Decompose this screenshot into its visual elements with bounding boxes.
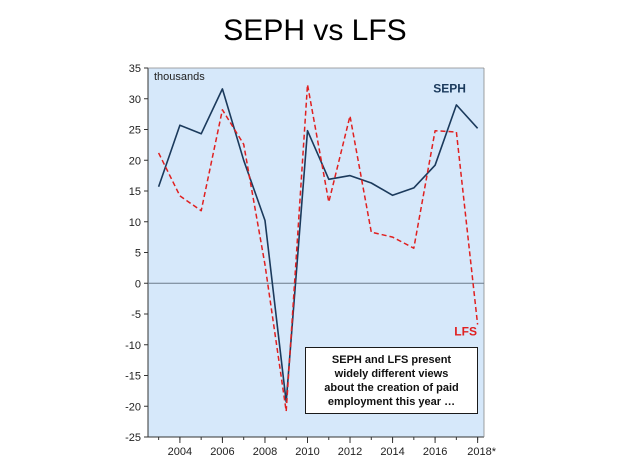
axes: -25 -20 -15 -10 -5 0 5 10 15 20 25 30 35 2004 2006 2008… — [125, 63, 497, 458]
y-tick-label: -25 — [125, 432, 141, 444]
x-tick-label: 2012 — [338, 446, 362, 458]
annotation-box: SEPH and LFS present widely different vi… — [305, 347, 478, 414]
x-tick-label: 2016 — [423, 446, 447, 458]
annotation-line: SEPH and LFS present — [331, 353, 452, 366]
annotation-line: employment this year … — [327, 395, 456, 408]
x-tick-label: 2008 — [253, 446, 277, 458]
y-tick-label: -20 — [125, 401, 141, 413]
y-tick-label: 20 — [129, 155, 141, 167]
x-tick-label: 2010 — [295, 446, 319, 458]
x-tick-label: 2006 — [210, 446, 234, 458]
y-tick-label: -15 — [125, 371, 141, 383]
y-tick-label: -5 — [131, 309, 141, 321]
slide-title: SEPH vs LFS — [223, 14, 407, 47]
x-tick-label: 2004 — [168, 446, 192, 458]
series-line-seph — [157, 88, 479, 403]
x-tick-label: 2014 — [380, 446, 404, 458]
y-unit-label: thousands — [154, 71, 205, 83]
y-tick-label: 25 — [129, 125, 141, 137]
y-tick-label: 5 — [135, 248, 141, 260]
y-tick-label: 35 — [129, 63, 141, 75]
annotation-line: widely different views — [334, 367, 449, 380]
labels-group: thousands SEPH LFS — [154, 71, 477, 339]
series-label-lfs: LFS — [454, 325, 477, 339]
y-tick-label: 0 — [135, 278, 141, 290]
y-tick-label: 10 — [129, 217, 141, 229]
y-tick-label: 15 — [129, 186, 141, 198]
series-line-lfs — [157, 83, 479, 412]
series-group — [157, 83, 479, 412]
y-tick-label: -10 — [125, 340, 141, 352]
annotation-line: about the creation of paid — [324, 381, 459, 394]
y-tick-label: 30 — [129, 94, 141, 106]
x-tick-label: 2018* — [467, 446, 496, 458]
series-label-seph: SEPH — [433, 82, 466, 96]
